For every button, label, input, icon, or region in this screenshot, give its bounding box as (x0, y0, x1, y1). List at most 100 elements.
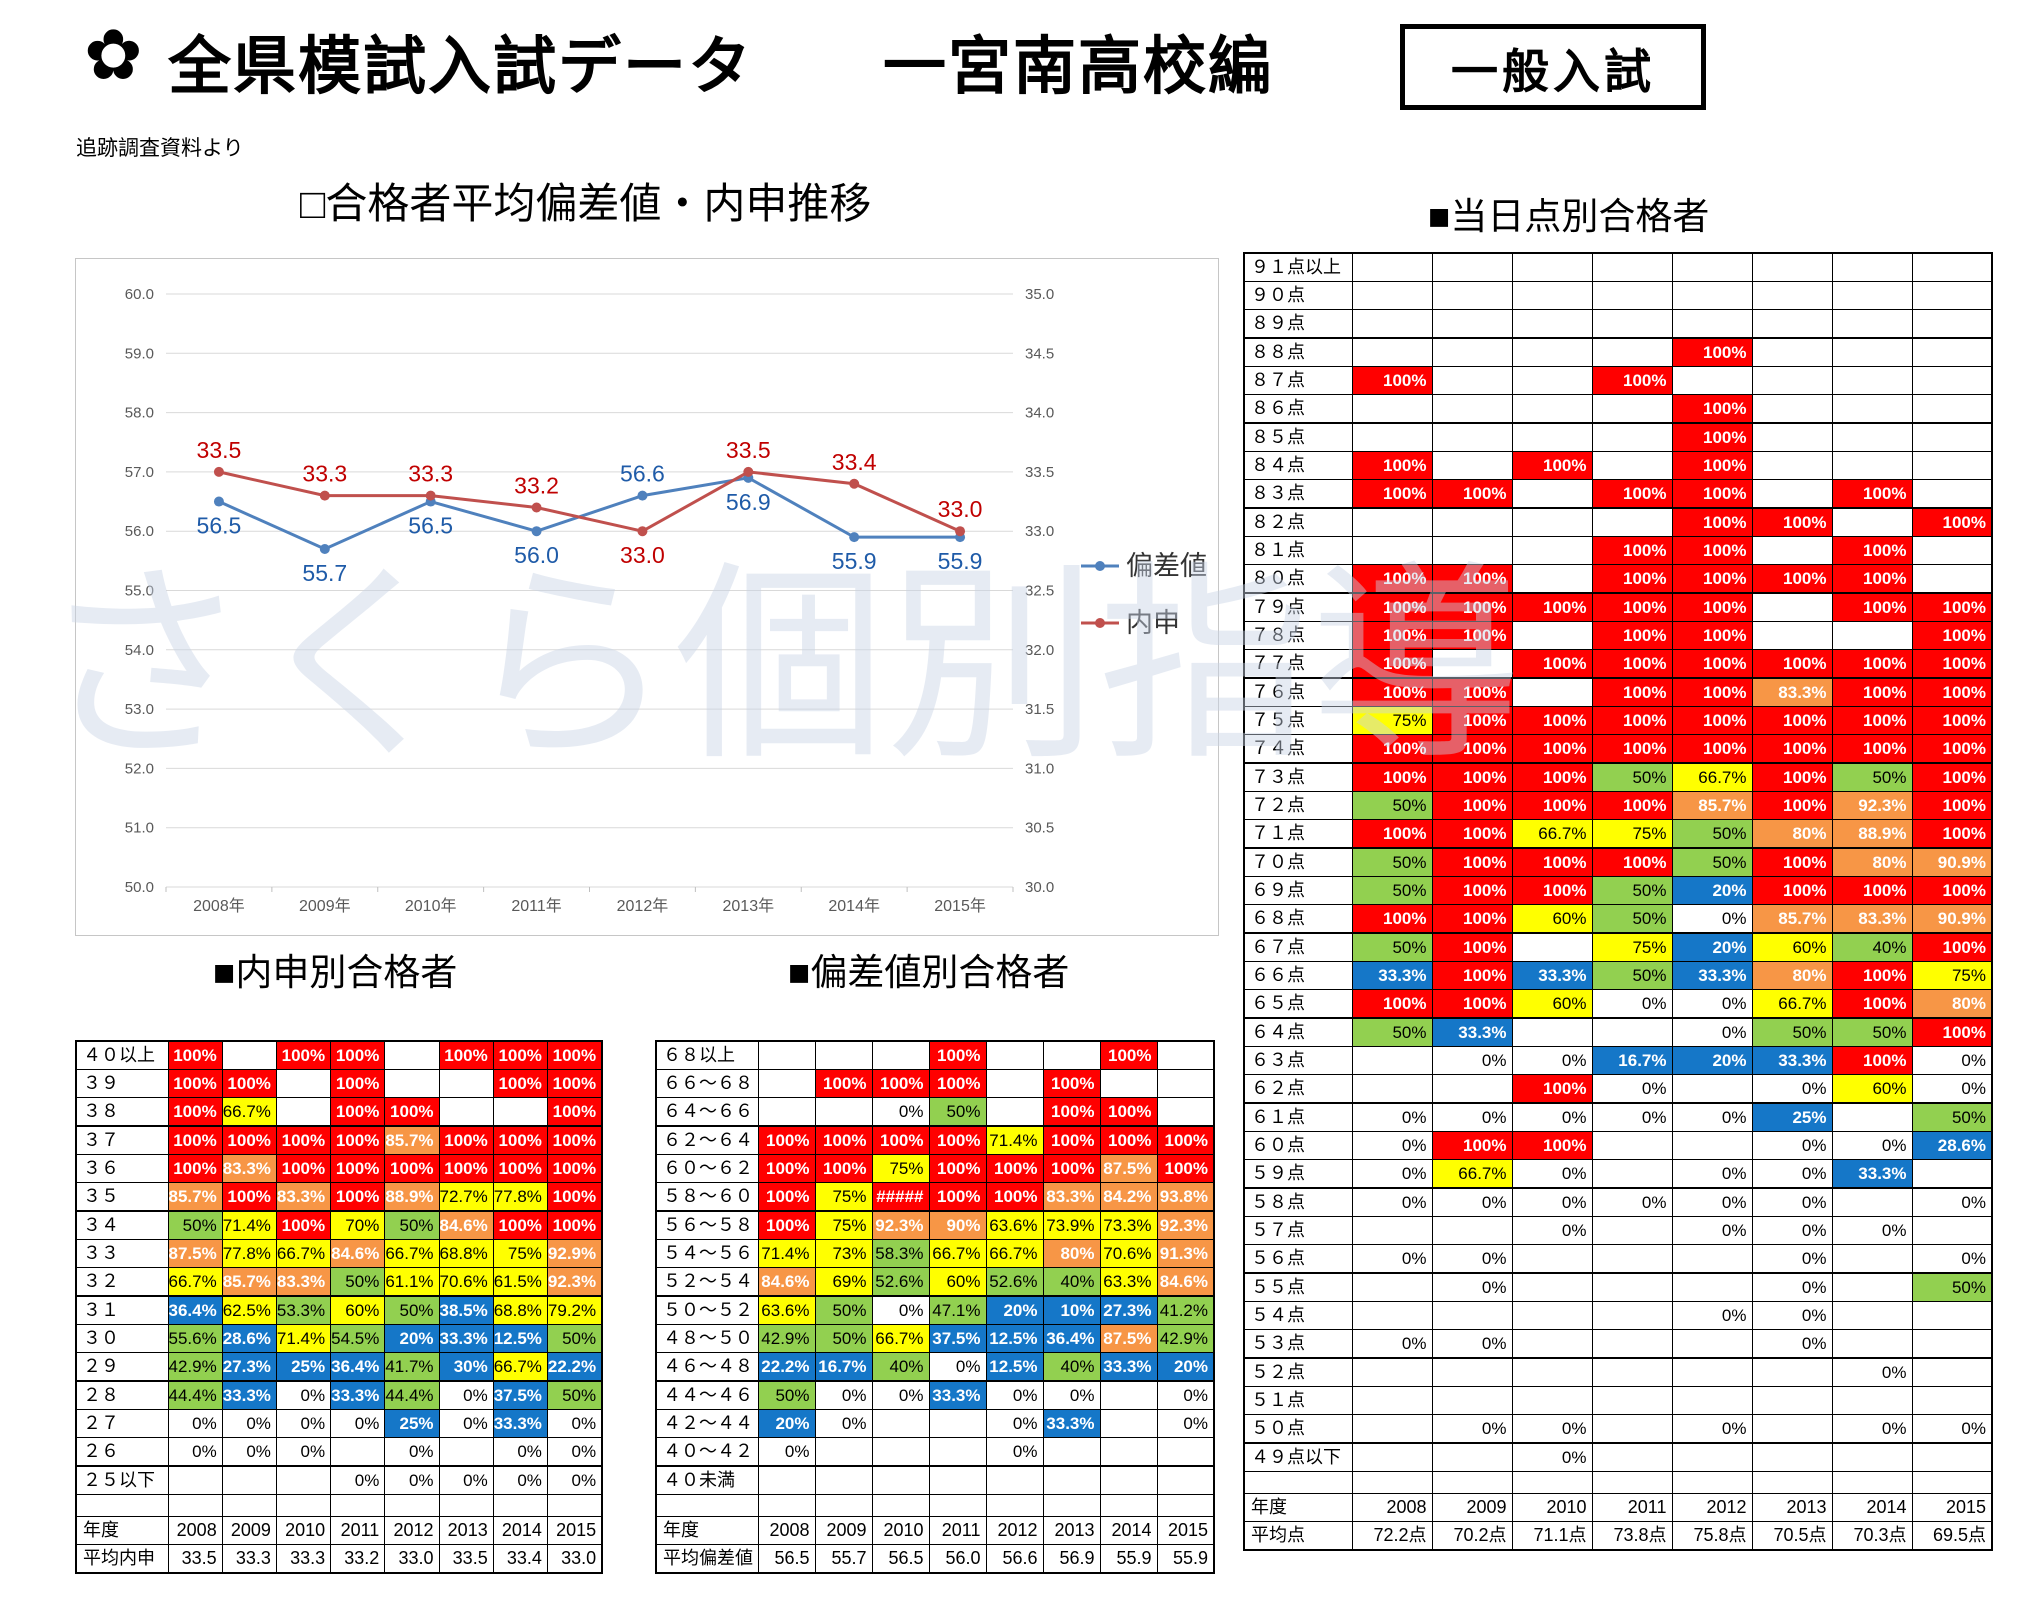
data-label-hensachi: 55.9 (832, 548, 877, 574)
table-cell: 100% (492, 1040, 548, 1070)
spacer-cell (1511, 1471, 1593, 1494)
table-cell (384, 1069, 440, 1098)
avg-cell: 33.3 (275, 1544, 332, 1574)
row-label: ７６点 (1243, 677, 1353, 707)
table-cell: 100% (1511, 1074, 1593, 1104)
data-label-naishin: 33.3 (408, 461, 453, 487)
table-cell: 92.3% (1831, 791, 1913, 820)
left-axis-tick-label: 56.0 (125, 523, 154, 540)
table-cell (167, 1465, 223, 1495)
table-cell: 100% (1511, 791, 1593, 820)
row-label: ５４～５６ (655, 1239, 759, 1268)
table-cell: 50% (1351, 1017, 1433, 1047)
table-cell: 100% (1431, 762, 1513, 792)
table-cell (1911, 564, 1993, 594)
table-cell (1351, 1414, 1433, 1444)
year-cell: 2008 (757, 1516, 816, 1545)
year-cell: 2015 (1911, 1493, 1993, 1522)
table-cell: 33.3% (1671, 961, 1753, 990)
table-cell: 40% (1042, 1267, 1101, 1297)
table-cell (1591, 309, 1673, 339)
table-cell (1751, 422, 1833, 452)
table-cell (985, 1465, 1044, 1495)
row-label: ８５点 (1243, 422, 1353, 452)
table-cell: 100% (1671, 394, 1753, 424)
table-cell: 100% (492, 1125, 548, 1155)
trend-line-chart: 60.0 35.0 59.0 34.5 58.0 34.0 57.0 33.5 56.0 33.0… (75, 258, 1219, 936)
table-cell: 50% (384, 1210, 440, 1240)
table-cell (1099, 1437, 1158, 1467)
table-cell (1351, 422, 1433, 452)
table-cell: 75% (1591, 819, 1673, 849)
table-cell: 83.3% (1042, 1182, 1101, 1212)
table-cell: 100% (1351, 762, 1433, 792)
table-cell: 33.3% (330, 1380, 386, 1410)
table-cell: 100% (1431, 847, 1513, 877)
table-cell (1156, 1069, 1215, 1098)
series-point (955, 526, 966, 537)
table-cell: 100% (1671, 451, 1753, 480)
table-cell: 100% (928, 1040, 987, 1070)
avg-cell: 70.3点 (1831, 1521, 1913, 1551)
spacer-cell (492, 1494, 548, 1517)
table-cell: 0% (275, 1380, 332, 1410)
table-cell (1671, 309, 1753, 339)
table-cell: 0% (1591, 1102, 1673, 1132)
avg-cell: 71.1点 (1511, 1521, 1593, 1551)
toujitsu-heatmap-table: ９１点以上 ９０点 ８９点 ８８点 100% ８７点 100% 100% ８６点 100% ８５点 1… (1243, 252, 1993, 1551)
table-cell (1431, 252, 1513, 282)
table-cell: 0% (492, 1437, 548, 1467)
avg-cell: 33.4 (492, 1544, 548, 1574)
exam-type-badge: 一般入試 (1400, 24, 1706, 110)
year-cell: 2015 (1156, 1516, 1215, 1545)
table-cell: 100% (1591, 621, 1673, 650)
data-label-naishin: 33.2 (514, 472, 559, 498)
table-cell (1591, 1414, 1673, 1444)
table-cell (1431, 536, 1513, 565)
table-cell: 88.9% (384, 1182, 440, 1212)
table-cell: 63.3% (1099, 1267, 1158, 1297)
left-axis-tick-label: 54.0 (125, 642, 154, 659)
table-cell: 42.9% (757, 1324, 816, 1353)
table-cell (1671, 1329, 1753, 1359)
table-cell: 66.7% (1671, 762, 1753, 792)
table-cell (1671, 1357, 1753, 1387)
table-cell (1831, 1386, 1913, 1415)
table-cell: 0% (871, 1097, 930, 1127)
table-cell: 100% (546, 1097, 603, 1127)
table-cell: 20% (1671, 876, 1753, 905)
table-cell: 0% (1511, 1414, 1593, 1444)
year-cell: 2015 (546, 1516, 603, 1545)
table-cell: 50% (1671, 819, 1753, 849)
table-cell: 66.7% (871, 1324, 930, 1353)
table-cell: 0% (1591, 989, 1673, 1019)
table-cell (1831, 337, 1913, 367)
table-cell: 0% (438, 1465, 494, 1495)
table-cell: 100% (1911, 649, 1993, 679)
table-cell: 0% (757, 1437, 816, 1467)
x-axis-label: 2008年 (193, 897, 245, 915)
table-cell: 100% (1671, 422, 1753, 452)
avg-cell: 56.9 (1042, 1544, 1101, 1574)
table-cell (1831, 394, 1913, 424)
table-cell (1431, 451, 1513, 480)
table-cell (1751, 451, 1833, 480)
table-cell: 100% (1042, 1069, 1101, 1098)
series-point (531, 502, 542, 513)
table-cell: 50% (1751, 1017, 1833, 1047)
table-cell: 85.7% (221, 1267, 277, 1297)
table-cell: 20% (1671, 932, 1753, 962)
table-cell (928, 1437, 987, 1467)
table-cell: 100% (1671, 621, 1753, 650)
table-cell: 0% (1751, 1301, 1833, 1330)
table-cell: 44.4% (384, 1380, 440, 1410)
table-cell (1911, 422, 1993, 452)
table-cell: 73.3% (1099, 1210, 1158, 1240)
avg-cell: 56.5 (871, 1544, 930, 1574)
naishin-table-heading: ■内申別合格者 (213, 952, 458, 993)
table-cell (1911, 366, 1993, 395)
table-cell: 75% (1591, 932, 1673, 962)
table-cell: 70% (330, 1210, 386, 1240)
table-cell: 0% (546, 1437, 603, 1467)
row-label: ５１点 (1243, 1386, 1353, 1415)
